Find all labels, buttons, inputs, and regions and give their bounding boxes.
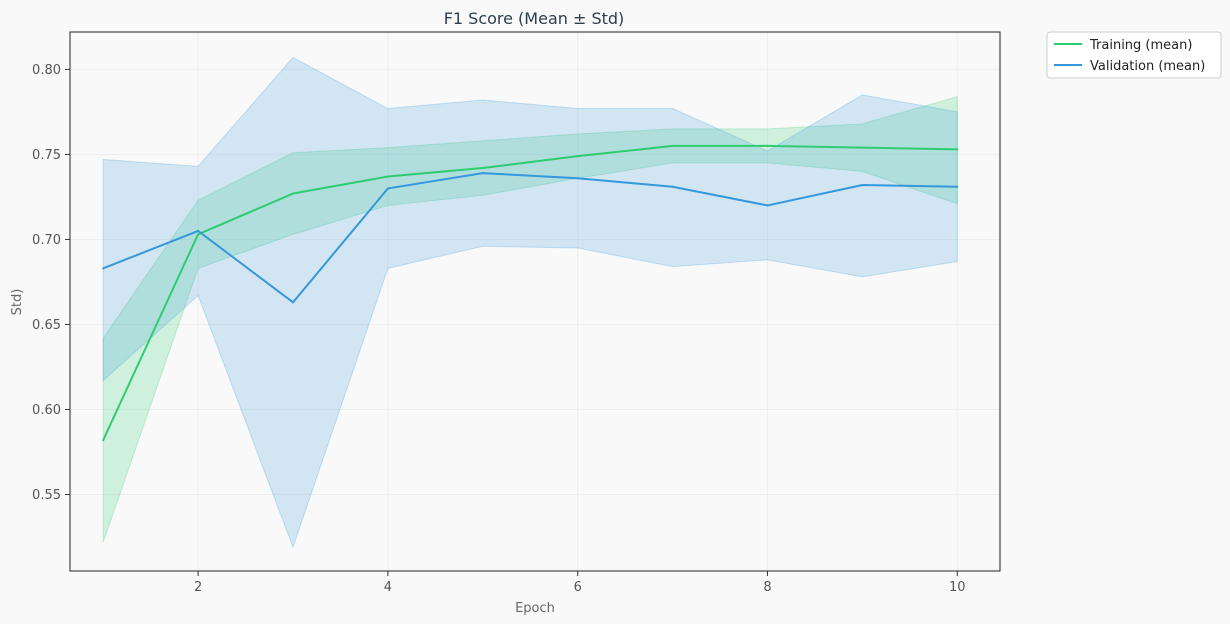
series-lines — [102, 144, 959, 442]
training-point — [102, 439, 105, 442]
x-tick-label: 10 — [949, 580, 966, 595]
x-tick-label: 6 — [574, 580, 582, 595]
training-mean-line — [102, 144, 958, 441]
x-axis-ticks: 2 4 6 8 10 — [194, 571, 966, 595]
training-point — [861, 146, 864, 149]
training-point — [386, 175, 389, 178]
chart-title: F1 Score (Mean ± Std) — [444, 9, 625, 28]
validation-point — [102, 267, 105, 270]
training-point — [292, 192, 295, 195]
training-point — [481, 167, 484, 170]
validation-point — [292, 301, 295, 304]
training-point — [576, 155, 579, 158]
y-tick-label: 0.60 — [32, 403, 61, 418]
validation-mean-line — [102, 172, 958, 304]
plot-frame — [69, 31, 1001, 572]
training-std-band — [102, 95, 958, 543]
y-tick-label: 0.80 — [32, 63, 61, 78]
validation-point — [197, 229, 200, 232]
std-bands — [102, 56, 958, 549]
x-tick-label: 4 — [384, 580, 392, 595]
training-point — [956, 148, 959, 151]
training-point — [766, 144, 769, 147]
validation-point — [386, 187, 389, 190]
y-tick-label: 0.75 — [32, 148, 61, 163]
validation-point — [956, 185, 959, 188]
training-point — [671, 144, 674, 147]
x-tick-label: 8 — [763, 580, 771, 595]
y-axis-label: Std) — [10, 289, 25, 316]
validation-std-band — [102, 56, 958, 549]
validation-point — [766, 204, 769, 207]
validation-point — [481, 172, 484, 175]
validation-point — [671, 185, 674, 188]
validation-point — [861, 184, 864, 187]
legend-label-training: Training (mean) — [1089, 38, 1192, 53]
y-tick-label: 0.55 — [32, 488, 61, 503]
grid — [70, 32, 1000, 571]
y-axis-ticks: 0.55 0.60 0.65 0.70 0.75 0.80 — [32, 63, 70, 503]
x-axis-label: Epoch — [515, 601, 555, 616]
legend-box — [1046, 31, 1222, 79]
y-tick-label: 0.65 — [32, 318, 61, 333]
x-tick-label: 2 — [194, 580, 202, 595]
validation-point — [576, 177, 579, 180]
legend-label-validation: Validation (mean) — [1090, 59, 1205, 74]
legend: Training (mean) Validation (mean) — [1046, 31, 1222, 79]
y-tick-label: 0.70 — [32, 233, 61, 248]
training-point — [197, 233, 200, 236]
